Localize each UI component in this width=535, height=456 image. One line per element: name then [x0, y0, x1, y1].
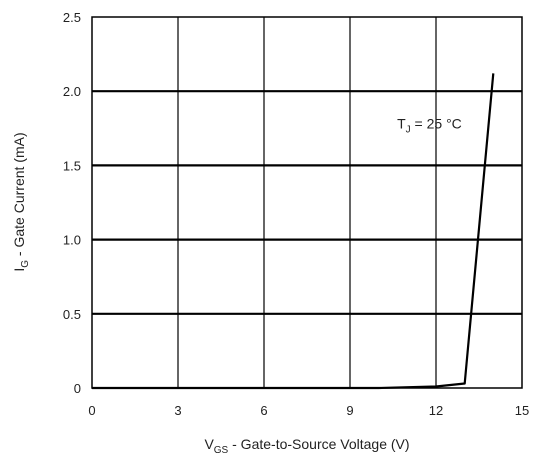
y-axis-label-sub: G — [20, 260, 31, 268]
y-axis-label-rest: - Gate Current (mA) — [11, 132, 27, 260]
temperature-annotation: TJ = 25 °C — [397, 115, 462, 135]
y-axis-label: IG - Gate Current (mA) — [11, 132, 31, 271]
x-tick-labels: 0 3 6 9 12 15 — [88, 403, 529, 418]
x-tick-label-5: 15 — [515, 403, 529, 418]
y-tick-label-1: 0.5 — [63, 307, 81, 322]
y-tick-label-2: 1.0 — [63, 233, 81, 248]
grid-lines — [92, 17, 522, 388]
x-tick-label-0: 0 — [88, 403, 95, 418]
x-tick-label-4: 12 — [429, 403, 443, 418]
x-axis-label: VGS - Gate-to-Source Voltage (V) — [204, 436, 409, 456]
plot-frame — [91, 16, 523, 389]
annotation-rest: = 25 °C — [411, 115, 462, 131]
x-axis-label-sub: GS — [214, 445, 229, 456]
x-axis-label-main: V — [204, 436, 214, 452]
y-tick-label-3: 1.5 — [63, 158, 81, 173]
x-tick-label-1: 3 — [174, 403, 181, 418]
y-tick-label-5: 2.5 — [63, 10, 81, 25]
series-line-0 — [92, 73, 495, 390]
x-tick-label-3: 9 — [346, 403, 353, 418]
x-axis-label-rest: - Gate-to-Source Voltage (V) — [228, 436, 409, 452]
y-tick-label-4: 2.0 — [63, 84, 81, 99]
annotation-sub: J — [406, 124, 411, 135]
y-tick-label-0: 0 — [74, 381, 81, 396]
y-tick-labels: 0 0.5 1.0 1.5 2.0 2.5 — [63, 10, 81, 396]
y-axis-label-main: I — [11, 268, 27, 272]
annotation-main: T — [397, 115, 406, 131]
x-tick-label-2: 6 — [260, 403, 267, 418]
series-group — [92, 73, 495, 390]
